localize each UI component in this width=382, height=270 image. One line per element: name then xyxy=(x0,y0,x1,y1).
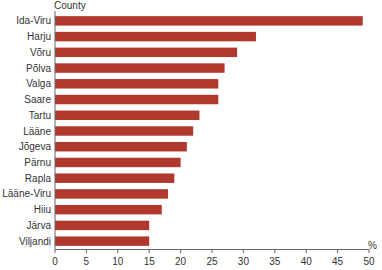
bar xyxy=(55,142,187,151)
tick xyxy=(117,249,118,253)
tick xyxy=(243,249,244,253)
bar xyxy=(55,158,181,167)
tick-label: 25 xyxy=(206,256,218,267)
bar xyxy=(55,48,237,57)
axis-label: County xyxy=(54,0,86,11)
category-label: Jõgeva xyxy=(19,141,52,152)
bar xyxy=(55,126,193,135)
bar xyxy=(55,63,225,72)
category-label: Rapla xyxy=(25,173,52,184)
tick-label: 45 xyxy=(332,256,344,267)
tick-label: 5 xyxy=(84,256,90,267)
tick-label: 35 xyxy=(269,256,281,267)
tick xyxy=(274,249,275,253)
tick-label: 30 xyxy=(238,256,250,267)
category-label: Hiiu xyxy=(34,204,51,215)
category-label: Lääne xyxy=(23,126,51,137)
bar xyxy=(55,221,149,230)
tick-label: 15 xyxy=(144,256,156,267)
bars xyxy=(55,16,363,246)
tick xyxy=(55,249,56,253)
category-label: Viljandi xyxy=(19,236,51,247)
tick xyxy=(212,249,213,253)
bar xyxy=(55,173,174,182)
bar xyxy=(55,16,363,25)
tick-label: 50 xyxy=(363,256,375,267)
category-label: Pärnu xyxy=(24,157,51,168)
tick-label: 10 xyxy=(112,256,124,267)
tick xyxy=(86,249,87,253)
category-label: Ida-Viru xyxy=(16,15,51,26)
tick xyxy=(149,249,150,253)
tick-label: 40 xyxy=(301,256,313,267)
category-label: Saare xyxy=(24,94,51,105)
bar xyxy=(55,95,218,104)
axis-label: % xyxy=(368,240,377,251)
y-axis xyxy=(55,11,56,249)
bar xyxy=(55,189,168,198)
tick-label: 0 xyxy=(52,256,58,267)
bar xyxy=(55,236,149,245)
tick-label: 20 xyxy=(175,256,187,267)
category-label: Võru xyxy=(30,47,51,58)
bar xyxy=(55,111,199,120)
category-label: Järva xyxy=(27,220,52,231)
bar xyxy=(55,32,256,41)
tick xyxy=(337,249,338,253)
bar xyxy=(55,205,162,214)
category-label: Valga xyxy=(26,78,51,89)
category-label: Tartu xyxy=(29,110,51,121)
category-label: Lääne-Viru xyxy=(2,188,51,199)
category-label: Harju xyxy=(27,31,51,42)
tick xyxy=(306,249,307,253)
category-label: Põlva xyxy=(26,63,51,74)
chart: Ida-Viru Harju Võru Põlva Valga Saare Tartu Lää… xyxy=(0,0,382,270)
tick xyxy=(180,249,181,253)
bar xyxy=(55,79,218,88)
